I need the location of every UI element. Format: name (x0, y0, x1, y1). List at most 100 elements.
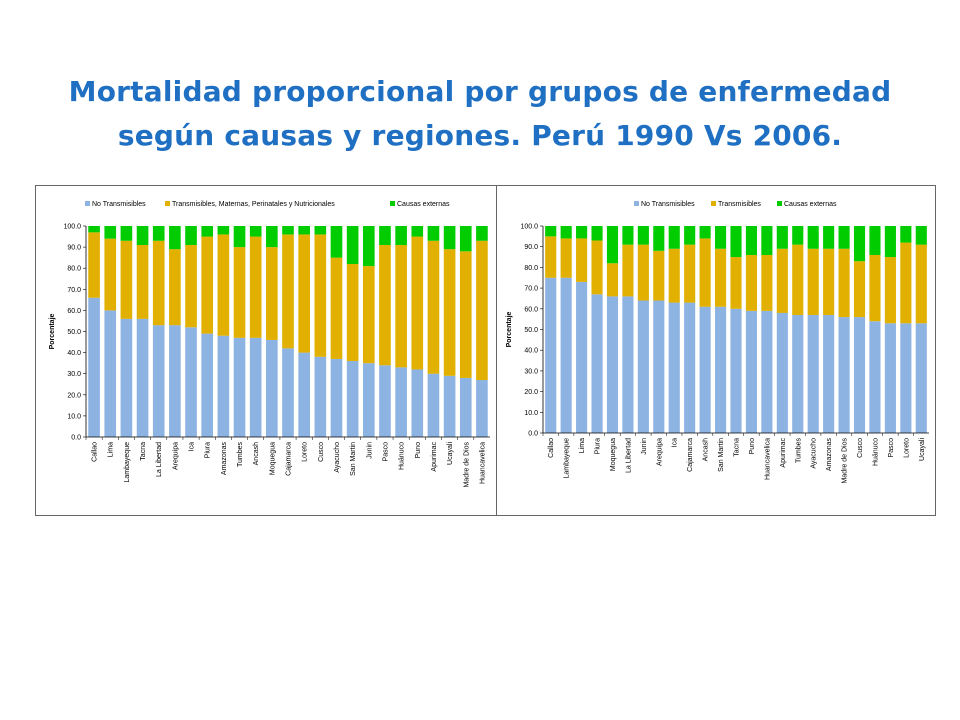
bar-segment (560, 226, 572, 239)
bar-segment (362, 363, 375, 437)
bar-segment (915, 323, 927, 433)
x-tick-label: Lambayeque (564, 438, 571, 479)
y-tick-label: 10.0 (524, 410, 538, 417)
x-tick-label: Amazonas (826, 438, 833, 472)
bar-segment (266, 247, 278, 340)
bar-segment (233, 247, 246, 338)
bar-segment (266, 339, 278, 437)
bar-segment (443, 249, 456, 376)
bar-segment (823, 226, 835, 249)
bar-segment (476, 380, 488, 437)
bar-segment (217, 226, 230, 235)
x-tick-label: Cajamarca (286, 442, 293, 476)
bar-segment (395, 244, 407, 368)
x-tick-label: Ancash (253, 442, 260, 465)
bar-segment (606, 226, 619, 264)
bar-segment (330, 226, 343, 258)
x-tick-label: Loreto (903, 438, 910, 458)
chart-2006: No Transmisibles Transmisibles Causas exte… (506, 201, 929, 484)
bar-segment (807, 315, 819, 433)
bar-segment (915, 226, 927, 245)
bar-segment (298, 226, 310, 235)
legend-label: Causas externas (397, 201, 450, 208)
bar-segment (761, 254, 773, 311)
bar-segment (362, 266, 375, 364)
bar-segment (104, 310, 117, 437)
bar-segment (606, 263, 619, 297)
y-axis-title: Porcentaje (506, 311, 513, 347)
x-tick-label: Piura (205, 442, 212, 458)
x-tick-label: Moquegua (269, 442, 276, 475)
y-tick-label: 50.0 (524, 327, 538, 334)
bar-segment (88, 226, 100, 233)
bar-segment (152, 226, 165, 241)
x-tick-label: Huancavelica (479, 442, 486, 484)
bar-segment (169, 226, 181, 250)
bar-segment (745, 226, 757, 255)
y-tick-label: 80.0 (524, 265, 538, 272)
bar-segment (427, 240, 440, 374)
x-tick-label: Huancavelica (764, 438, 771, 480)
bar-segment (427, 373, 440, 437)
legend-label: No Transmisibles (92, 201, 146, 208)
bar-segment (807, 248, 819, 316)
bar-segment (715, 248, 727, 307)
title-line-2: según causas y regiones. Perú 1990 Vs 20… (117, 119, 843, 152)
bar-segment (411, 236, 424, 370)
bar-segment (249, 236, 262, 338)
bar-segment (169, 325, 181, 437)
legend-swatch (777, 201, 782, 206)
bar-segment (104, 238, 117, 311)
x-tick-label: Cusco (857, 438, 864, 458)
x-tick-label: Cusco (318, 442, 325, 462)
x-tick-label: Junin (366, 442, 373, 459)
legend-swatch (711, 201, 716, 206)
y-tick-label: 30.0 (67, 371, 81, 378)
x-tick-label: Apurimac (431, 442, 438, 472)
bar-segment (411, 226, 424, 237)
bar-segment (900, 323, 912, 433)
bar-segment (915, 244, 927, 324)
x-tick-label: Apurimac (780, 438, 787, 468)
chart-panel-2006: No Transmisibles Transmisibles Causas exte… (496, 185, 936, 516)
y-tick-label: 90.0 (524, 244, 538, 251)
bar-segment (591, 294, 603, 433)
bar-segment (379, 365, 391, 437)
bar-segment (900, 226, 912, 243)
bar-segment (560, 238, 572, 278)
bar-segment (869, 226, 881, 255)
bar-segment (653, 300, 665, 433)
legend-swatch (390, 201, 395, 206)
bar-segment (136, 226, 149, 245)
x-tick-label: Pasco (888, 438, 895, 458)
bar-segment (185, 244, 197, 328)
y-tick-label: 20.0 (67, 392, 81, 399)
legend-label: No Transmisibles (641, 201, 695, 208)
x-tick-label: Tacna (140, 442, 147, 461)
legend-label: Transmisibles, Maternas, Perinatales y N… (172, 201, 335, 208)
bar-segment (104, 226, 117, 239)
bar-segment (637, 226, 649, 245)
bar-segment (792, 315, 804, 433)
y-tick-label: 70.0 (524, 286, 538, 293)
x-tick-label: Huánuco (399, 442, 406, 470)
y-axis-title: Porcentaje (49, 313, 56, 349)
y-tick-label: 0.0 (71, 435, 81, 442)
bar-segment (884, 323, 896, 433)
bar-segment (298, 352, 310, 437)
bar-segment (745, 310, 757, 433)
x-tick-label: Huánuco (872, 438, 879, 466)
bar-segment (282, 348, 294, 437)
bar-segment (185, 226, 197, 245)
bar-segment (201, 226, 214, 237)
bar-segment (169, 249, 181, 326)
bar-segment (152, 325, 165, 437)
bar-segment (869, 254, 881, 322)
x-tick-label: Lima (108, 442, 115, 457)
bar-segment (684, 226, 696, 245)
x-tick-label: Puno (415, 442, 422, 458)
bar-segment (792, 244, 804, 316)
bar-segment (233, 226, 246, 248)
x-tick-label: Moquegua (610, 438, 617, 471)
bar-segment (653, 226, 665, 251)
